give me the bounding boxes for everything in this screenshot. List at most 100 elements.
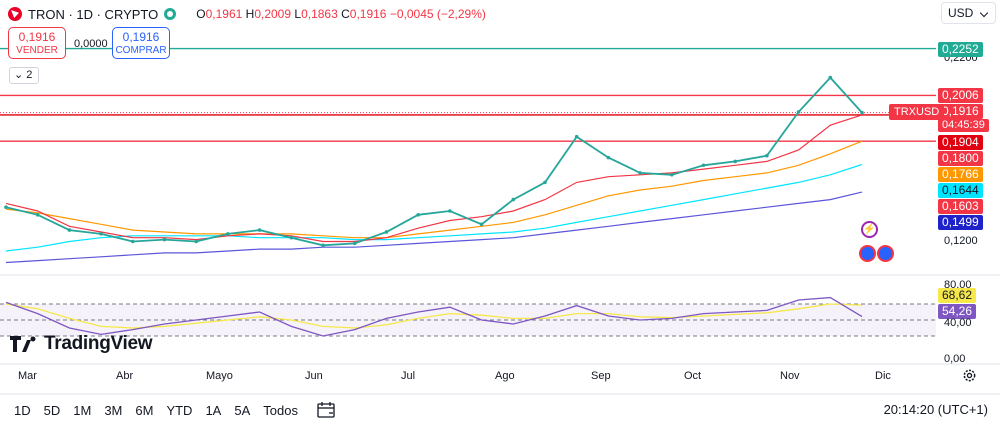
month-label: Mar (18, 370, 37, 382)
range-5y[interactable]: 5A (234, 402, 251, 418)
series-line (5, 163, 863, 252)
range-1d[interactable]: 1D (14, 402, 31, 418)
month-label: Dic (875, 370, 891, 382)
price-point (574, 134, 579, 139)
month-label: Mayo (206, 370, 233, 382)
price-point (448, 209, 452, 213)
calendar-icon[interactable] (317, 402, 335, 418)
rsi-tick: 0,00 (944, 353, 966, 365)
month-label: Ago (495, 370, 515, 382)
price-point (765, 153, 769, 158)
lightning-icon[interactable]: ⚡ (861, 221, 878, 238)
horizontal-levels (0, 47, 936, 142)
sell-button[interactable]: 0,1916 VENDER (8, 27, 66, 59)
price-point (289, 235, 294, 240)
bottom-toolbar: 1D 5D 1M 3M 6M YTD 1A 5A Todos 20:14:20 … (0, 396, 1000, 424)
range-5d[interactable]: 5D (43, 402, 61, 418)
last-price-tag: 0,1916 (938, 104, 983, 119)
price-point (35, 213, 40, 217)
month-label: Jul (401, 370, 416, 382)
series-line (5, 114, 863, 243)
buy-price: 0,1916 (122, 30, 160, 44)
price-point (352, 241, 357, 246)
series-line (5, 191, 863, 264)
range-ytd[interactable]: YTD (166, 402, 193, 418)
month-label: Jun (305, 370, 323, 382)
month-label: Oct (684, 370, 702, 382)
price-tag: 0,1800 (938, 151, 983, 166)
price-tag: 0,2006 (938, 88, 983, 103)
price-point (733, 159, 737, 164)
price-point (669, 172, 674, 177)
price-point (416, 213, 420, 217)
price-tag: 0,2252 (938, 42, 983, 57)
price-point (67, 228, 72, 232)
price-point (543, 180, 547, 185)
price-point (828, 75, 833, 80)
price-point (796, 110, 801, 114)
tron-logo-icon (8, 7, 22, 21)
indicators-count: 2 (26, 69, 33, 81)
ohlc-readout: O0,1961 H0,2009 L0,1863 C0,1916 −0,0045 … (196, 7, 486, 21)
rsi-tag: 54,26 (938, 304, 977, 319)
price-tag: 0,1766 (938, 167, 983, 182)
tradingview-logo-icon (10, 336, 36, 352)
us-flag-icon[interactable] (859, 245, 876, 262)
price-point (384, 230, 389, 234)
sell-label: VENDER (16, 45, 58, 56)
series-line (5, 140, 863, 239)
currency-select[interactable]: USD (941, 2, 996, 24)
price-tag: 0,1904 (938, 135, 983, 150)
range-1y[interactable]: 1A (205, 402, 222, 418)
sell-price: 0,1916 (18, 30, 56, 44)
price-point (860, 110, 864, 115)
price-tag: 0,1644 (938, 183, 983, 198)
month-label: Abr (116, 370, 134, 382)
price-point (4, 205, 8, 209)
price-point (99, 232, 103, 236)
range-1m[interactable]: 1M (73, 402, 92, 418)
price-tag: 0,1499 (938, 215, 983, 230)
price-point (701, 163, 706, 168)
us-flag-icon[interactable] (877, 245, 894, 262)
tradingview-logo[interactable]: TradingView (10, 333, 153, 355)
brand-name: TradingView (44, 333, 153, 354)
price-point (511, 197, 516, 202)
price-series (4, 75, 864, 264)
rsi-tick: 40,00 (944, 317, 972, 329)
clock[interactable]: 20:14:20 (UTC+1) (883, 402, 988, 417)
price-point (257, 228, 262, 232)
price-change: −0,0045 (−2,29%) (389, 7, 486, 21)
chevron-icon: ⌄ (14, 69, 24, 81)
price-point (479, 222, 484, 227)
range-6m[interactable]: 6M (135, 402, 154, 418)
price-point (321, 243, 325, 248)
price-point (194, 239, 199, 244)
price-tick: 0,1200 (944, 235, 978, 247)
indicators-toggle[interactable]: ⌄ 2 (9, 67, 39, 84)
rsi-line (5, 296, 863, 337)
series-line (5, 76, 863, 247)
symbol-title[interactable]: TRON · 1D · CRYPTO (28, 6, 159, 22)
price-tag: 0,1603 (938, 199, 983, 214)
buy-button[interactable]: 0,1916 COMPRAR (112, 27, 170, 59)
month-label: Nov (780, 370, 800, 382)
price-point (162, 237, 167, 242)
spread-value: 0,0000 (74, 38, 108, 50)
symbol-line-label: TRXUSD (889, 104, 945, 120)
gear-icon[interactable] (962, 368, 977, 383)
buy-label: COMPRAR (115, 45, 167, 56)
price-point (638, 171, 642, 175)
countdown-tag: 04:45:39 (938, 119, 989, 132)
rsi-panel (0, 274, 1000, 395)
market-open-icon (164, 8, 177, 20)
month-label: Sep (591, 370, 611, 382)
range-3m[interactable]: 3M (104, 402, 123, 418)
range-all[interactable]: Todos (263, 402, 298, 418)
rsi-tag: 68,62 (938, 288, 977, 303)
symbol-header: TRON · 1D · CRYPTO O0,1961 H0,2009 L0,18… (8, 5, 486, 23)
price-point (606, 155, 611, 160)
price-point (226, 232, 230, 236)
price-point (131, 239, 135, 244)
